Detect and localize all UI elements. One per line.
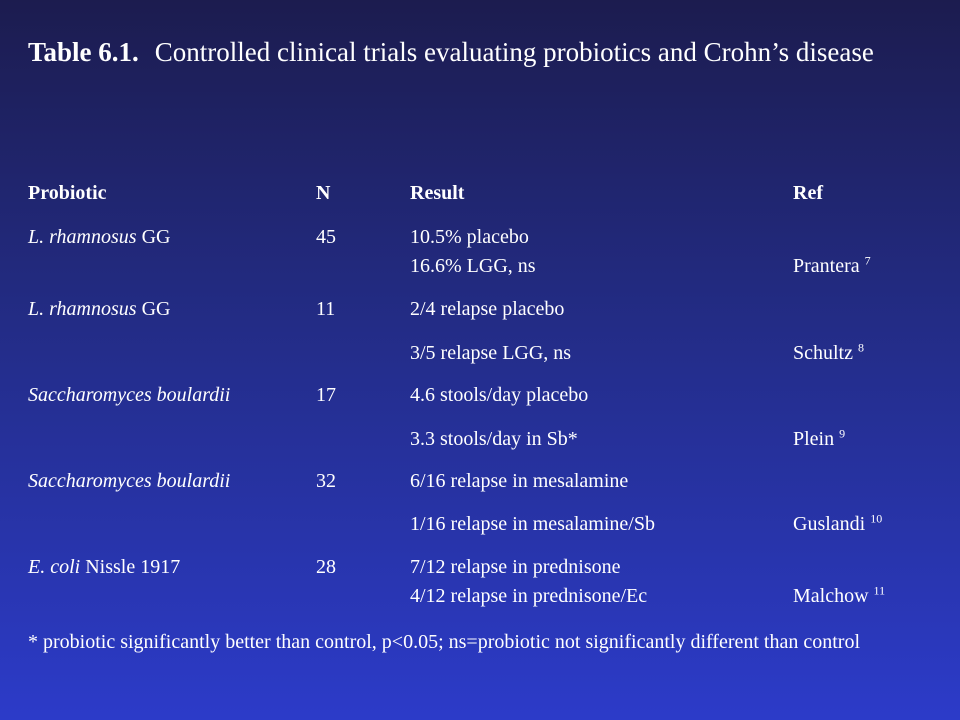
row-3-ref: Plein 9: [793, 427, 845, 451]
table-number: Table 6.1.: [28, 37, 139, 67]
row-3-result-placebo: 4.6 stools/day placebo: [410, 384, 589, 406]
species-name: L. rhamnosus: [28, 298, 137, 320]
row-5-result-treatment: 4/12 relapse in prednisone/Ec: [410, 585, 648, 607]
ref-author: Malchow: [793, 585, 874, 607]
table-footnote: * probiotic significantly better than co…: [28, 631, 861, 653]
species-name: Saccharomyces boulardii: [28, 470, 231, 492]
row-4-result-treatment: 1/16 relapse in mesalamine/Sb: [410, 513, 655, 535]
ref-author: Prantera: [793, 255, 865, 277]
row-4-n: 32: [316, 470, 336, 492]
species-name: L. rhamnosus: [28, 226, 137, 248]
row-1-result-treatment: 16.6% LGG, ns: [410, 255, 536, 277]
ref-number: 11: [873, 583, 886, 598]
ref-author: Guslandi: [793, 513, 871, 535]
row-5-result-control: 7/12 relapse in prednisone: [410, 556, 621, 578]
table-caption: Controlled clinical trials evaluating pr…: [154, 37, 874, 67]
header-result: Result: [410, 182, 465, 204]
species-name: Saccharomyces boulardii: [28, 384, 231, 406]
strain-name: GG: [136, 226, 171, 248]
row-1-n: 45: [316, 226, 336, 248]
row-2-ref: Schultz 8: [793, 341, 864, 365]
row-5-ref: Malchow 11: [793, 584, 885, 608]
ref-number: 7: [864, 253, 871, 268]
ref-number: 9: [839, 426, 846, 441]
row-3-probiotic: Saccharomyces boulardii: [28, 383, 230, 407]
strain-name: GG: [136, 298, 171, 320]
table-title: Table 6.1. Controlled clinical trials eva…: [28, 34, 938, 71]
row-3-result-treatment: 3.3 stools/day in Sb*: [410, 428, 578, 450]
header-probiotic: Probiotic: [28, 182, 107, 204]
header-n: N: [316, 182, 331, 204]
row-5-n: 28: [316, 556, 336, 578]
row-4-ref: Guslandi 10: [793, 512, 882, 536]
ref-author: Plein: [793, 428, 840, 450]
header-ref: Ref: [793, 182, 823, 204]
row-3-n: 17: [316, 384, 336, 406]
row-5-probiotic: E. coli Nissle 1917: [28, 555, 180, 579]
row-1-probiotic: L. rhamnosus GG: [28, 225, 170, 249]
row-2-n: 11: [316, 298, 336, 320]
strain-name: Nissle 1917: [80, 556, 181, 578]
row-4-result-control: 6/16 relapse in mesalamine: [410, 470, 629, 492]
row-4-probiotic: Saccharomyces boulardii: [28, 469, 230, 493]
species-name: E. coli: [28, 556, 81, 578]
row-2-result-treatment: 3/5 relapse LGG, ns: [410, 342, 572, 364]
row-2-probiotic: L. rhamnosus GG: [28, 297, 170, 321]
ref-number: 10: [870, 511, 883, 526]
ref-author: Schultz: [793, 342, 858, 364]
row-2-result-placebo: 2/4 relapse placebo: [410, 298, 565, 320]
ref-number: 8: [858, 340, 864, 355]
row-1-result-placebo: 10.5% placebo: [410, 226, 529, 248]
row-1-ref: Prantera 7: [793, 254, 871, 278]
